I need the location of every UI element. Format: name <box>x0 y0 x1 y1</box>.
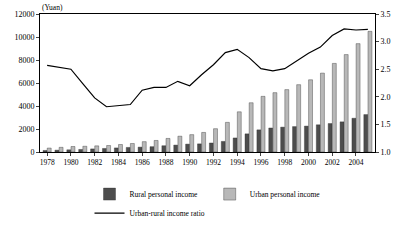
svg-text:12000: 12000 <box>14 10 34 19</box>
svg-text:3.5: 3.5 <box>381 10 391 19</box>
svg-text:1986: 1986 <box>135 158 150 167</box>
svg-text:1978: 1978 <box>40 158 55 167</box>
svg-text:1982: 1982 <box>87 158 102 167</box>
svg-text:4000: 4000 <box>18 102 34 111</box>
svg-text:1988: 1988 <box>158 158 173 167</box>
svg-text:Urban-rural income ratio: Urban-rural income ratio <box>130 209 205 218</box>
svg-text:Rural personal income: Rural personal income <box>130 190 199 199</box>
svg-text:2000: 2000 <box>18 125 34 134</box>
svg-text:1994: 1994 <box>230 158 245 167</box>
svg-text:2000: 2000 <box>301 158 316 167</box>
svg-text:1.0: 1.0 <box>381 148 391 157</box>
svg-text:1998: 1998 <box>277 158 292 167</box>
svg-text:1992: 1992 <box>206 158 221 167</box>
svg-text:2.5: 2.5 <box>381 65 391 74</box>
svg-text:0: 0 <box>30 148 34 157</box>
svg-text:1984: 1984 <box>111 158 126 167</box>
svg-text:3.0: 3.0 <box>381 37 391 46</box>
svg-text:1980: 1980 <box>63 158 78 167</box>
svg-text:2.0: 2.0 <box>381 93 391 102</box>
svg-text:(Yuan): (Yuan) <box>42 3 63 12</box>
svg-text:2002: 2002 <box>325 158 340 167</box>
svg-text:Urban personal income: Urban personal income <box>250 190 321 199</box>
svg-text:6000: 6000 <box>18 79 34 88</box>
svg-text:8000: 8000 <box>18 56 34 65</box>
svg-text:2004: 2004 <box>348 158 363 167</box>
svg-text:10000: 10000 <box>14 33 34 42</box>
svg-text:1990: 1990 <box>182 158 197 167</box>
svg-text:1.5: 1.5 <box>381 120 391 129</box>
svg-text:1996: 1996 <box>253 158 268 167</box>
